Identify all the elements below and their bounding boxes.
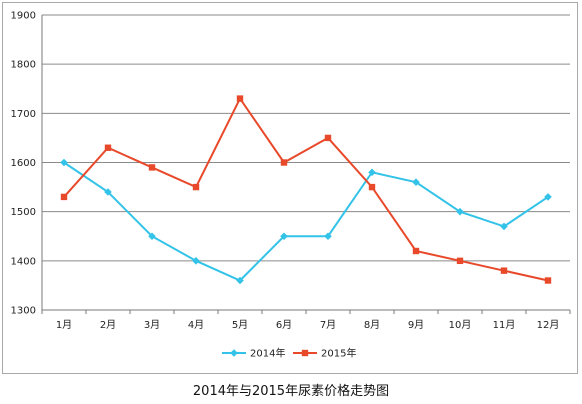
data-point xyxy=(456,257,464,265)
data-point xyxy=(60,193,68,201)
series-line-2015年 xyxy=(63,96,549,282)
data-point xyxy=(104,144,112,151)
y-tick-label: 1700 xyxy=(11,109,36,120)
legend-label: 2014年 xyxy=(250,347,285,360)
x-tick-label: 3月 xyxy=(144,319,160,331)
data-point xyxy=(104,188,112,196)
data-point xyxy=(148,164,156,171)
line-chart: 1300 1400 1500 1600 1700 1800 1900 1月 2月 3月 4月 5月 6月… xyxy=(11,11,571,360)
series-line-2014年 xyxy=(63,161,549,282)
legend-marker xyxy=(301,349,309,357)
data-point xyxy=(324,134,332,142)
data-point xyxy=(192,257,200,265)
data-point xyxy=(324,232,332,241)
x-tick-label: 10月 xyxy=(449,319,472,331)
x-tick-label: 12月 xyxy=(537,319,560,331)
legend-marker xyxy=(230,349,238,357)
data-point xyxy=(412,247,420,255)
data-point xyxy=(544,277,552,284)
x-tick-label: 4月 xyxy=(188,319,204,331)
x-tick-label: 8月 xyxy=(364,319,380,331)
data-point xyxy=(368,168,376,177)
data-point xyxy=(544,193,552,201)
y-tick-label: 1600 xyxy=(11,158,36,169)
data-point xyxy=(148,232,156,241)
data-point xyxy=(500,222,508,231)
data-point xyxy=(192,183,200,191)
chart-caption: 2014年与2015年尿素价格走势图 xyxy=(192,384,390,399)
legend-label: 2015年 xyxy=(321,347,356,360)
x-tick-label: 5月 xyxy=(232,319,248,331)
data-point xyxy=(412,178,420,186)
data-point xyxy=(236,276,244,285)
x-tick-label: 9月 xyxy=(408,319,424,331)
x-tick-label: 2月 xyxy=(100,319,116,331)
data-point xyxy=(500,267,508,274)
y-tick-label: 1900 xyxy=(11,11,36,22)
data-point xyxy=(280,232,288,241)
x-tick-label: 11月 xyxy=(493,319,516,331)
x-tick-label: 1月 xyxy=(56,319,72,331)
data-point xyxy=(368,183,376,191)
y-tick-label: 1500 xyxy=(11,207,36,218)
y-tick-label: 1800 xyxy=(11,60,36,71)
data-point xyxy=(236,95,244,102)
y-tick-label: 1400 xyxy=(11,256,36,267)
data-point xyxy=(456,207,464,216)
x-tick-label: 6月 xyxy=(276,319,292,331)
x-tick-label: 7月 xyxy=(320,319,336,331)
data-point xyxy=(280,159,288,166)
y-tick-label: 1300 xyxy=(11,306,36,317)
data-point xyxy=(60,158,68,167)
